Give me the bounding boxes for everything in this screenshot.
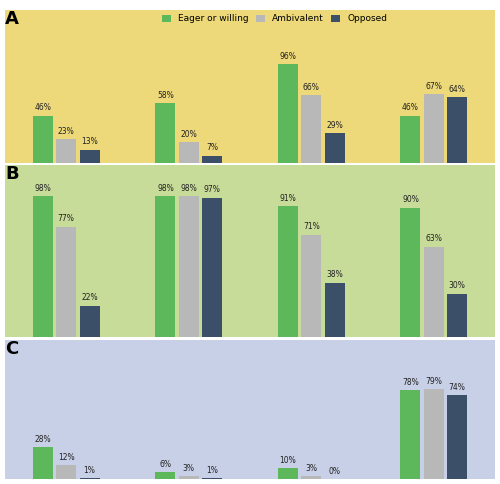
Text: 96%: 96% — [280, 52, 296, 60]
Text: 46%: 46% — [402, 103, 419, 112]
Text: government/MOH: government/MOH — [403, 387, 464, 393]
Bar — [178, 142, 199, 163]
Bar — [400, 391, 420, 479]
Text: 98%: 98% — [34, 183, 51, 193]
Text: 20%: 20% — [180, 130, 197, 139]
Text: believes vaccinating against: believes vaccinating against — [262, 367, 361, 374]
Bar — [301, 235, 322, 337]
Bar — [80, 478, 100, 479]
Text: 90%: 90% — [402, 195, 419, 204]
Text: effects: effects — [422, 190, 446, 196]
Text: safety: safety — [178, 190, 200, 196]
Text: Agree that doctors/health care: Agree that doctors/health care — [135, 348, 242, 354]
Bar — [301, 95, 322, 163]
Bar — [56, 139, 76, 163]
Text: 28%: 28% — [34, 435, 51, 444]
Text: 29%: 29% — [326, 121, 343, 130]
Text: 38%: 38% — [326, 270, 343, 279]
Text: Very confident in vaccine's: Very confident in vaccine's — [142, 172, 236, 178]
Bar — [324, 133, 344, 163]
Bar — [424, 389, 444, 479]
Text: 7%: 7% — [206, 143, 218, 152]
Text: C: C — [5, 340, 18, 358]
Text: 71%: 71% — [303, 223, 320, 231]
Text: 74%: 74% — [448, 383, 466, 392]
Bar — [400, 116, 420, 163]
Text: 13%: 13% — [81, 137, 98, 146]
Text: 67%: 67% — [426, 82, 442, 91]
Bar — [80, 150, 100, 163]
Bar — [447, 395, 467, 479]
Bar — [278, 207, 298, 337]
Text: idea: idea — [182, 407, 196, 413]
Bar — [33, 116, 53, 163]
Text: A: A — [5, 10, 19, 28]
Bar — [178, 476, 199, 479]
Text: 10%: 10% — [280, 456, 296, 465]
Text: 64%: 64% — [448, 85, 466, 94]
Bar — [202, 198, 222, 337]
Text: 98%: 98% — [157, 183, 174, 193]
Bar — [400, 208, 420, 337]
Text: 23%: 23% — [58, 127, 74, 136]
Bar — [424, 247, 444, 337]
Bar — [56, 227, 76, 337]
Bar — [33, 447, 53, 479]
Text: 79%: 79% — [426, 377, 442, 386]
Text: important for own health: important for own health — [268, 190, 355, 196]
Legend: Eager or willing, Ambivalent, Opposed: Eager or willing, Ambivalent, Opposed — [160, 13, 389, 25]
Text: against COVID-19 is a good: against COVID-19 is a good — [141, 387, 236, 393]
Bar — [156, 197, 176, 337]
Bar — [447, 97, 467, 163]
Bar — [447, 294, 467, 337]
Text: 46%: 46% — [34, 103, 51, 112]
Text: 77%: 77% — [58, 214, 74, 223]
Text: 91%: 91% — [280, 194, 296, 203]
Text: (vs some trust or less): (vs some trust or less) — [394, 407, 473, 413]
Text: COVID-19 is a good idea: COVID-19 is a good idea — [269, 387, 353, 393]
Bar — [301, 476, 322, 479]
Bar — [324, 283, 344, 337]
Bar — [424, 94, 444, 163]
Text: 97%: 97% — [204, 185, 220, 194]
Text: providers believe vaccinating: providers believe vaccinating — [138, 367, 240, 374]
Text: 63%: 63% — [426, 234, 442, 243]
Text: Concerned about getting: Concerned about getting — [22, 172, 110, 178]
Bar — [33, 197, 53, 337]
Text: B: B — [5, 166, 18, 183]
Bar — [156, 103, 176, 163]
Text: 12%: 12% — [58, 454, 74, 462]
Text: of me to vaccinate against: of me to vaccinate against — [20, 367, 113, 374]
Text: 3%: 3% — [305, 464, 318, 473]
Bar — [202, 156, 222, 163]
Bar — [156, 472, 176, 479]
Text: vaccine information from: vaccine information from — [390, 367, 478, 374]
Text: 66%: 66% — [303, 83, 320, 91]
Bar — [202, 478, 222, 479]
Text: 3%: 3% — [183, 464, 195, 473]
Text: 22%: 22% — [81, 293, 98, 302]
Text: Have a lot of trust in COVID-19: Have a lot of trust in COVID-19 — [380, 348, 488, 354]
Bar — [80, 306, 100, 337]
Text: COVID-19: COVID-19 — [50, 387, 83, 393]
Text: 6%: 6% — [160, 460, 172, 469]
Bar — [278, 64, 298, 163]
Bar — [56, 466, 76, 479]
Bar — [278, 468, 298, 479]
Text: Concerned about side: Concerned about side — [396, 172, 472, 178]
Text: 58%: 58% — [157, 91, 174, 100]
Text: [Strongly] agree it's expected: [Strongly] agree it's expected — [14, 348, 118, 354]
Text: Agree that my family/spouse: Agree that my family/spouse — [261, 348, 362, 354]
Text: Believe vaccine very: Believe vaccine very — [275, 172, 347, 178]
Bar — [178, 197, 199, 337]
Text: COVID-19: COVID-19 — [50, 190, 83, 196]
Text: 0%: 0% — [328, 467, 340, 476]
Text: 98%: 98% — [180, 183, 197, 193]
Text: 1%: 1% — [84, 466, 96, 475]
Text: 30%: 30% — [448, 281, 466, 290]
Text: 1%: 1% — [206, 466, 218, 475]
Text: 78%: 78% — [402, 378, 419, 387]
